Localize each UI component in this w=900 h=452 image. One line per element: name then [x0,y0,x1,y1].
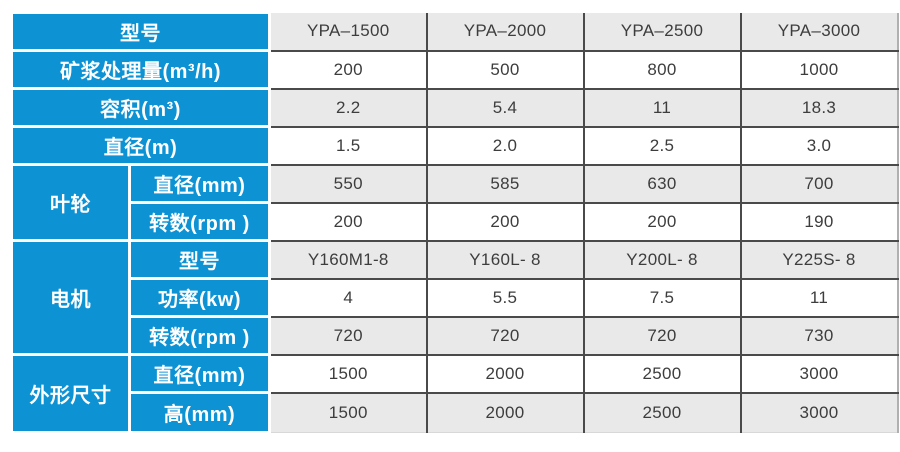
data-cell: 500 [425,50,584,90]
data-cell: 3.0 [739,126,899,166]
data-cell: 200 [268,50,427,90]
row-label-cell: 转数(rpm ) [128,315,271,356]
column-header-model-3: YPA–2500 [582,12,741,52]
data-cell: 800 [582,50,741,90]
table-row: 叶轮 直径(mm) 550 585 630 700 [10,163,899,242]
spec-table: 型号 YPA–1500 YPA–2000 YPA–2500 YPA–3000 矿… [10,11,899,434]
table-row: 转数(rpm ) 200 200 200 190 [12,201,899,242]
data-cell: Y200L- 8 [582,240,741,280]
data-cell: 3000 [739,354,899,394]
data-cell: Y160L- 8 [425,240,584,280]
column-header-model-4: YPA–3000 [739,12,899,52]
group-label-motor: 电机 [10,239,131,356]
data-cell: 200 [582,202,741,242]
column-header-model-1: YPA–1500 [268,12,427,52]
data-cell: 5.5 [425,278,584,318]
table-row: 外形尺寸 直径(mm) 1500 2000 2500 3000 [10,353,899,434]
column-header-model-2: YPA–2000 [425,12,584,52]
data-cell: 190 [739,202,899,242]
row-label-cell: 矿浆处理量(m³/h) [10,49,271,90]
data-cell: 2000 [425,354,584,394]
data-cell: 3000 [739,392,899,433]
data-cell: 2.5 [582,126,741,166]
group-label-impeller: 叶轮 [10,163,131,242]
data-cell: 585 [425,164,584,204]
data-cell: 1500 [268,354,427,394]
table-row: 容积(m³) 2.2 5.4 11 18.3 [10,87,899,128]
data-cell: 720 [425,316,584,356]
data-cell: 1500 [268,392,427,433]
group-label-dimensions: 外形尺寸 [10,353,131,434]
data-cell: 11 [739,278,899,318]
data-cell: 1.5 [268,126,427,166]
row-label-cell: 型号 [128,239,271,280]
data-cell: 200 [268,202,427,242]
table-row: 型号 YPA–1500 YPA–2000 YPA–2500 YPA–3000 [10,11,899,52]
table-row: 转数(rpm ) 720 720 720 730 [12,315,899,356]
data-cell: 720 [582,316,741,356]
data-cell: 2.0 [425,126,584,166]
data-cell: 700 [739,164,899,204]
data-cell: Y160M1-8 [268,240,427,280]
table-row: 高(mm) 1500 2000 2500 3000 [12,391,899,434]
data-cell: 5.4 [425,88,584,128]
data-cell: 730 [739,316,899,356]
row-label-cell: 直径(m) [10,125,271,166]
data-cell: 7.5 [582,278,741,318]
row-label-cell: 功率(kw) [128,277,271,318]
data-cell: 4 [268,278,427,318]
data-cell: 720 [268,316,427,356]
data-cell: 2500 [582,354,741,394]
data-cell: 2500 [582,392,741,433]
data-cell: 550 [268,164,427,204]
corner-header-cell: 型号 [10,11,271,52]
row-label-cell: 转数(rpm ) [128,201,271,242]
row-label-cell: 直径(mm) [128,353,271,394]
data-cell: 2.2 [268,88,427,128]
table-row: 矿浆处理量(m³/h) 200 500 800 1000 [10,49,899,90]
data-cell: 11 [582,88,741,128]
data-cell: 2000 [425,392,584,433]
row-label-cell: 直径(mm) [128,163,271,204]
data-cell: 18.3 [739,88,899,128]
data-cell: 200 [425,202,584,242]
row-label-cell: 容积(m³) [10,87,271,128]
data-cell: Y225S- 8 [739,240,899,280]
data-cell: 630 [582,164,741,204]
data-cell: 1000 [739,50,899,90]
row-label-cell: 高(mm) [128,391,271,434]
table-row: 功率(kw) 4 5.5 7.5 11 [12,277,899,318]
table-row: 直径(m) 1.5 2.0 2.5 3.0 [10,125,899,166]
table-row: 电机 型号 Y160M1-8 Y160L- 8 Y200L- 8 Y225S- … [10,239,899,356]
